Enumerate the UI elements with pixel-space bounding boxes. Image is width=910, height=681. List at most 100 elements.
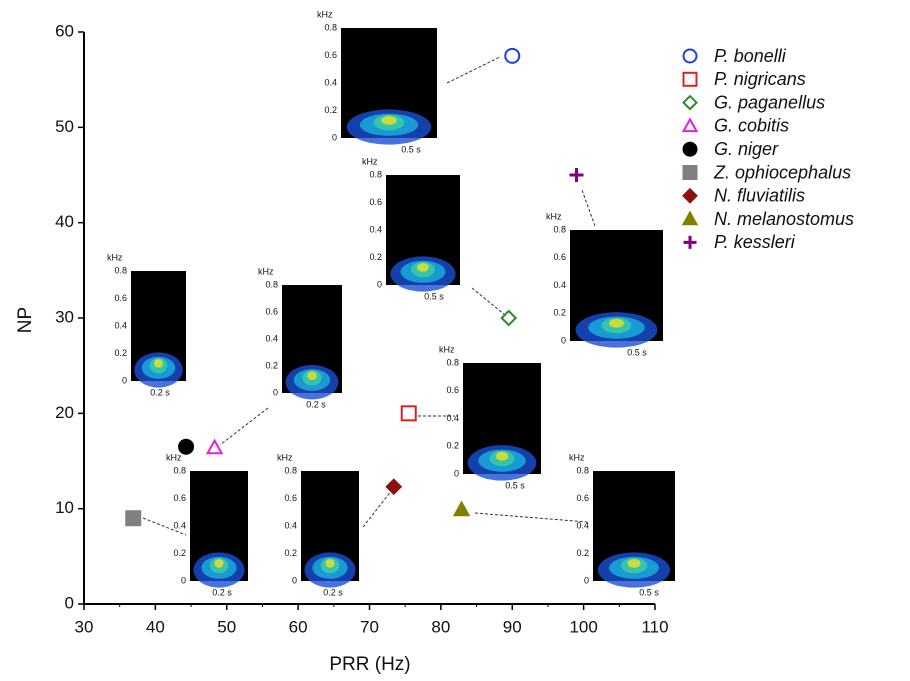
legend-label: P. kessleri	[714, 232, 796, 252]
inset-tick-label: 0.2	[173, 548, 186, 558]
spectrogram-band	[154, 359, 163, 368]
legend-marker	[682, 141, 698, 157]
connector	[142, 517, 187, 536]
y-axis-title: NP	[15, 307, 36, 333]
inset-tick-label: 0.6	[114, 293, 127, 303]
legend-marker	[682, 71, 698, 87]
inset-unit: kHz	[439, 344, 455, 354]
legend-marker	[683, 235, 697, 249]
y-tick-label: 40	[55, 212, 74, 231]
inset-tick-label: 0.8	[114, 265, 127, 275]
inset-tick-label: 0.2	[369, 252, 382, 262]
inset-tick-label: 0.4	[265, 333, 278, 343]
connector	[362, 489, 393, 528]
legend-label: N. melanostomus	[714, 209, 854, 229]
inset-tick-label: 0.4	[114, 320, 127, 330]
inset-tick-label: 0.2	[265, 360, 278, 370]
inset-tick-label: 0	[292, 575, 297, 585]
inset-tick-label: 0	[561, 335, 566, 345]
y-tick-label: 10	[55, 498, 74, 517]
point	[178, 438, 195, 455]
inset-tick-label: 0.4	[576, 520, 589, 530]
inset-duration: 0.2 s	[306, 399, 326, 409]
inset-tick-label: 0.8	[173, 465, 186, 475]
inset-tick-label: 0	[273, 387, 278, 397]
legend-label: Z. ophiocephalus	[713, 162, 851, 182]
x-tick-label: 90	[503, 617, 522, 636]
inset-tick-label: 0.4	[173, 520, 186, 530]
inset-duration: 0.5 s	[401, 144, 421, 154]
x-tick-label: 40	[146, 617, 165, 636]
inset-duration: 0.2 s	[150, 387, 170, 397]
inset-duration: 0.5 s	[627, 347, 647, 357]
spectrogram-band	[307, 371, 317, 381]
inset-unit: kHz	[569, 452, 585, 462]
inset-unit: kHz	[277, 452, 293, 462]
x-tick-label: 70	[360, 617, 379, 636]
inset-tick-label: 0.2	[284, 548, 297, 558]
inset-tick-label: 0.6	[324, 50, 337, 60]
y-tick-label: 20	[55, 403, 74, 422]
inset-tick-label: 0.4	[369, 224, 382, 234]
legend-label: G. niger	[714, 139, 779, 159]
inset-tick-label: 0.4	[446, 413, 459, 423]
inset-tick-label: 0.4	[553, 280, 566, 290]
spectrogram-band	[325, 559, 335, 568]
x-axis-title: PRR (Hz)	[329, 654, 410, 675]
connector	[581, 189, 596, 227]
inset-tick-label: 0.8	[369, 169, 382, 179]
inset-tick-label: 0.2	[114, 348, 127, 358]
inset-tick-label: 0.2	[553, 308, 566, 318]
x-tick-label: 30	[75, 617, 94, 636]
spectrogram-band	[495, 451, 509, 461]
x-tick-label: 50	[217, 617, 236, 636]
point	[504, 47, 521, 64]
inset-tick-label: 0.8	[284, 465, 297, 475]
inset-tick-label: 0	[181, 575, 186, 585]
inset-tick-label: 0	[332, 132, 337, 142]
inset-tick-label: 0	[377, 279, 382, 289]
inset-tick-label: 0	[454, 468, 459, 478]
point	[385, 478, 403, 496]
legend-marker	[682, 165, 698, 180]
legend-label: P. bonelli	[714, 46, 787, 66]
legend-marker	[682, 48, 698, 64]
connector	[474, 512, 588, 523]
point	[125, 510, 142, 527]
inset-tick-label: 0.6	[446, 385, 459, 395]
legend-label: P. nigricans	[714, 69, 806, 89]
inset-unit: kHz	[317, 9, 333, 19]
inset-duration: 0.2 s	[212, 587, 232, 597]
inset-tick-label: 0.8	[324, 22, 337, 32]
legend-marker	[682, 187, 698, 204]
x-tick-label: 80	[431, 617, 450, 636]
x-tick-label: 100	[569, 617, 597, 636]
inset-tick-label: 0.6	[265, 306, 278, 316]
point	[205, 438, 224, 455]
connector	[471, 287, 506, 316]
inset-tick-label: 0.8	[553, 224, 566, 234]
legend-marker	[682, 94, 698, 111]
inset-unit: kHz	[546, 211, 562, 221]
point	[452, 500, 471, 517]
inset-tick-label: 0	[584, 575, 589, 585]
inset-duration: 0.5 s	[505, 480, 525, 490]
inset-unit: kHz	[258, 266, 274, 276]
inset-tick-label: 0	[122, 375, 127, 385]
inset-unit: kHz	[362, 156, 378, 166]
connector	[219, 407, 269, 446]
point	[500, 309, 518, 327]
y-tick-label: 0	[65, 593, 74, 612]
inset-tick-label: 0.2	[576, 548, 589, 558]
point	[400, 405, 417, 422]
inset-tick-label: 0.4	[284, 520, 297, 530]
inset-duration: 0.5 s	[639, 587, 659, 597]
inset-tick-label: 0.6	[369, 197, 382, 207]
x-tick-label: 60	[289, 617, 308, 636]
inset-tick-label: 0.2	[446, 441, 459, 451]
inset-tick-label: 0.8	[265, 279, 278, 289]
spectrogram-band	[609, 318, 624, 328]
y-tick-label: 30	[55, 307, 74, 326]
spectrogram-band	[381, 116, 397, 125]
